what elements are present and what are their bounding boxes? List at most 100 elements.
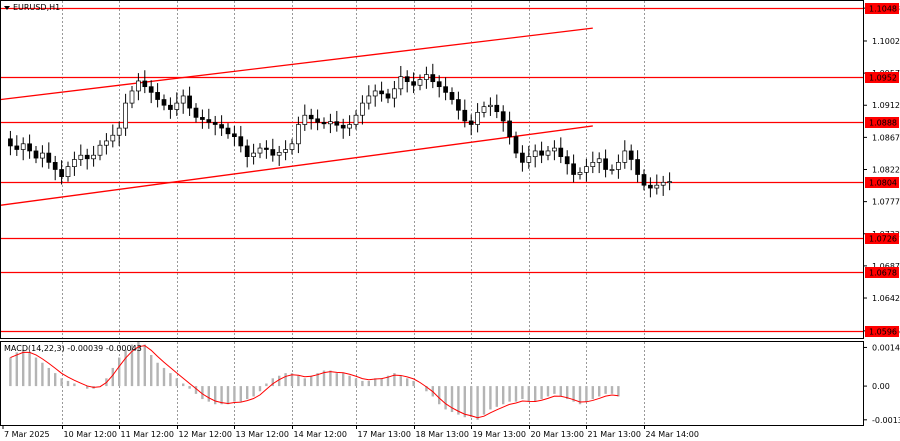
candle (264, 140, 269, 159)
candle-body (436, 81, 442, 88)
level-tag-text: 1.0804 (869, 179, 897, 188)
candle (571, 154, 576, 183)
candle-body (648, 184, 653, 189)
candle-body (526, 156, 532, 163)
candle (366, 85, 372, 110)
candle (97, 140, 103, 161)
candle (84, 148, 90, 170)
candlesticks (8, 63, 672, 198)
dropdown-triangle-icon[interactable] (4, 6, 10, 10)
candle-body (404, 76, 410, 83)
candle (667, 172, 672, 191)
candle (590, 151, 596, 174)
candle (456, 91, 461, 120)
level-tag-bg (865, 3, 899, 14)
candle-body (72, 159, 77, 167)
candle-body (411, 81, 416, 86)
macd-tick-label: 0.00 (872, 382, 890, 391)
candle-body (168, 104, 173, 110)
candle-body (116, 127, 122, 136)
candle (174, 92, 180, 116)
channel-line (0, 125, 593, 206)
candle-body (110, 134, 116, 142)
candle (110, 124, 116, 148)
time-tick-label: 19 Mar 13:00 (473, 430, 526, 439)
candle (628, 144, 634, 171)
candle-body (187, 95, 192, 109)
candle-body (155, 92, 160, 100)
candle (488, 97, 493, 116)
price-tick-label: 1.0642 (872, 294, 900, 303)
candle (500, 105, 506, 132)
candle (328, 113, 333, 134)
candle (180, 89, 186, 114)
candle (46, 142, 52, 169)
candle-body (308, 114, 314, 120)
candle (148, 80, 154, 104)
candle-body (161, 99, 167, 106)
candle-body (104, 140, 109, 146)
time-tick-label: 24 Mar 14:00 (646, 430, 699, 439)
candle (232, 125, 237, 146)
time-tick-label: 14 Mar 12:00 (294, 430, 347, 439)
macd-tick-label: -0.0013 (872, 416, 900, 425)
level-tag-text: 1.0726 (869, 235, 897, 244)
candle (564, 150, 570, 175)
level-tag-text: 1.0678 (869, 269, 897, 278)
level-tag-text: 1.0888 (869, 119, 897, 128)
candle (462, 99, 468, 128)
candle (404, 70, 410, 93)
candle-body (641, 174, 647, 186)
candle-body (302, 114, 308, 125)
candle-body (507, 120, 512, 138)
level-tag-text: 1.0952 (869, 74, 897, 83)
candle (507, 111, 512, 145)
candle-body (40, 152, 45, 159)
candle-body (577, 172, 583, 175)
candle-body (609, 169, 615, 171)
candle (308, 108, 314, 130)
candle (436, 75, 442, 98)
candle (481, 101, 487, 118)
candle (193, 103, 199, 123)
candle-body (532, 150, 538, 157)
macd-pane[interactable]: MACD(14,22,3) -0.00039 -0.00043 0.001490… (0, 341, 900, 426)
candle-body (142, 80, 148, 88)
price-tick-label: 1.0687 (872, 262, 900, 271)
candle (552, 140, 557, 161)
candle (136, 73, 141, 101)
candle-body (225, 127, 231, 135)
candle (424, 66, 429, 89)
candle-body (635, 159, 640, 175)
candle (33, 145, 39, 164)
candle (443, 77, 448, 101)
candle (20, 137, 26, 161)
candle (52, 155, 58, 181)
candle (635, 150, 640, 183)
candle-body (276, 152, 282, 156)
candle (622, 140, 628, 169)
macd-signal-path (10, 345, 619, 419)
price-level-tags: 1.1048 1.0952 1.0888 1.0804 1.0726 1.0678 1.05… (865, 3, 899, 337)
candle-body (264, 147, 269, 150)
candle-body (328, 121, 333, 125)
candle-body (123, 102, 128, 129)
candle (276, 145, 282, 166)
candle-body (564, 156, 570, 165)
candle (584, 158, 589, 182)
candle-body (219, 124, 224, 129)
candle (14, 135, 20, 156)
macd-pane-border (0, 341, 864, 426)
candle-body (660, 182, 666, 186)
candle-body (340, 124, 346, 129)
candle (609, 164, 615, 175)
time-tick-label: 20 Mar 13:00 (531, 430, 584, 439)
candle (660, 175, 666, 196)
channel-lines[interactable] (0, 27, 593, 206)
main-price-pane[interactable]: EURUSD,H1 1.10481.10021.09571.09121.0867… (0, 0, 900, 339)
candle (161, 94, 167, 111)
candle-body (385, 93, 391, 99)
candle (398, 65, 404, 96)
candle-body (232, 133, 237, 138)
